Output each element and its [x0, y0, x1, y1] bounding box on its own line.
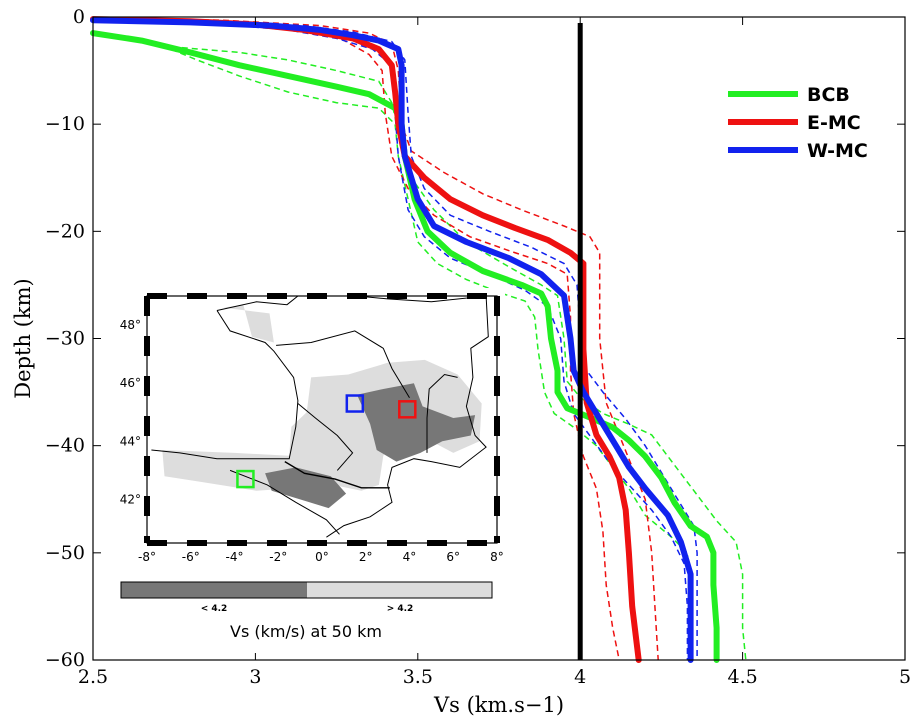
river-loire [276, 330, 410, 398]
inset-frame-segment [144, 456, 150, 476]
inset-lon-label: 4° [403, 550, 417, 564]
inset-lat-label: 48° [120, 318, 141, 332]
coastline-west [151, 310, 299, 460]
x-tick-label: 3 [249, 666, 261, 688]
legend-label-e-mc: E-MC [807, 112, 861, 134]
series-line-w-mc [90, 17, 694, 663]
marker-e-mc [398, 400, 417, 419]
colorbar-high [307, 582, 492, 598]
river-garonne [297, 403, 354, 471]
inset-frame-segment [494, 336, 500, 356]
inset-lon-label: -4° [226, 550, 244, 564]
inset-lat-label: 42° [120, 492, 141, 506]
inset-frame-segment [147, 293, 167, 299]
colorbar-low [121, 582, 307, 598]
y-tick-label: −20 [45, 220, 85, 242]
colorbar-low-label: < 4.2 [201, 604, 228, 614]
shaded-region-low-massif [357, 383, 476, 462]
inset-lon-label: 2° [359, 550, 373, 564]
x-tick-label: 4 [574, 666, 586, 688]
y-axis-label: Depth (km) [11, 278, 35, 398]
inset-lat-label: 44° [120, 434, 141, 448]
inset-frame-segment [387, 293, 407, 299]
inset-frame-segment [347, 293, 367, 299]
inset-lon-label: -6° [182, 550, 200, 564]
inset-frame-segment [494, 536, 500, 543]
lower-bound-e-mc [92, 19, 620, 661]
x-tick-label: 4.5 [727, 666, 757, 688]
inset-frame-segment [227, 540, 247, 546]
y-tick-label: 0 [73, 6, 85, 28]
colorbar-high-label: > 4.2 [387, 604, 414, 614]
inset-lon-label: 6° [446, 550, 460, 564]
series-line-bcb [90, 30, 720, 663]
inset-frame-segment [467, 540, 487, 546]
legend-label-bcb: BCB [807, 84, 850, 106]
inset-frame-segment [147, 540, 167, 546]
colorbar-title: Vs (km/s) at 50 km [230, 622, 382, 641]
y-tick-label: −60 [45, 649, 85, 671]
inset-frame-segment [307, 293, 327, 299]
y-tick-label: −30 [45, 328, 85, 350]
inset-frame-segment [144, 376, 150, 396]
river-ebro [229, 469, 340, 535]
colorbar-frame [120, 581, 493, 599]
x-tick-label: 5 [899, 666, 911, 688]
inset-frame-segment [494, 456, 500, 476]
x-tick-label: 2.5 [78, 666, 108, 688]
inset-frame-segment [144, 536, 150, 543]
x-axis-label: Vs (km.s−1) [433, 693, 564, 717]
legend-label-w-mc: W-MC [807, 140, 868, 162]
inset-lon-label: 0° [315, 550, 329, 564]
upper-bound-bcb [92, 32, 747, 661]
marker-bcb [236, 469, 255, 489]
inset-lat-label: 46° [120, 376, 141, 390]
inset-map: -8° -6° -4° -2° 0° 2° 4° 6° 8° 48° 46° 44° 42° < 4.2 >… [120, 288, 505, 653]
inset-lon-label: -8° [138, 550, 156, 564]
inset-lon-label: 8° [490, 550, 504, 564]
inset-frame-segment [387, 540, 407, 546]
series-lines [90, 16, 720, 663]
border-pyrenees [284, 460, 390, 489]
upper-bound-w-mc [92, 18, 698, 660]
river-rhone [426, 373, 458, 453]
inset-frame-segment [187, 540, 207, 546]
inset-frame-segment [494, 496, 500, 516]
inset-frame-segment [467, 293, 487, 299]
inset-frame-segment [187, 293, 207, 299]
inset-frame-segment [227, 293, 247, 299]
inset-frame-segment [307, 540, 327, 546]
inset-frame-segment [347, 540, 367, 546]
inset-frame-segment [494, 296, 500, 316]
marker-w-mc [345, 394, 365, 413]
series-line-e-mc [90, 16, 642, 663]
inset-frame-segment [267, 293, 287, 299]
axis-ticks: 2.5 3 3.5 4 4.5 5 0 −10 −20 −30 −40 −50 −60 [45, 6, 911, 688]
inset-frame-segment [494, 416, 500, 436]
inset-lon-label: -2° [269, 550, 287, 564]
legend: BCB E-MC W-MC [728, 84, 868, 162]
y-tick-label: −40 [45, 435, 85, 457]
inset-frame-segment [494, 376, 500, 396]
inset-frame-segment [144, 296, 150, 316]
inset-frame-segment [267, 540, 287, 546]
inset-frame-segment [144, 416, 150, 436]
inset-frame-segment [427, 540, 447, 546]
y-tick-label: −10 [45, 113, 85, 135]
shaded-region-high-brittany [223, 304, 274, 343]
lower-bound-bcb [92, 32, 692, 660]
x-tick-label: 3.5 [403, 666, 433, 688]
inset-frame-segment [144, 496, 150, 516]
y-tick-label: −50 [45, 542, 85, 564]
inset-frame-segment [427, 293, 447, 299]
inset-frame-segment [144, 336, 150, 356]
